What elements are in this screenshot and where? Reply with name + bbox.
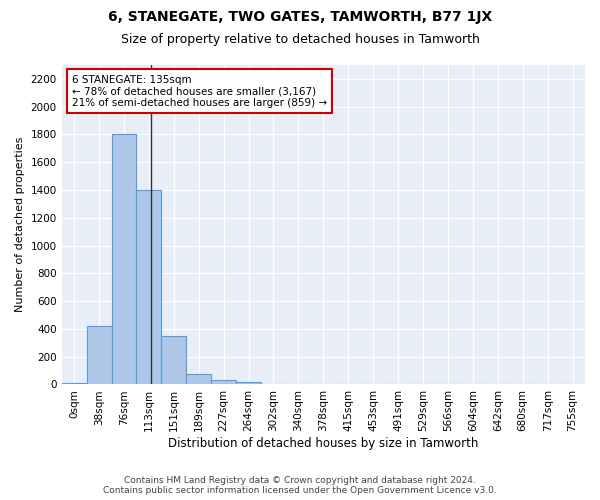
Bar [186,374,211,384]
Y-axis label: Number of detached properties: Number of detached properties [15,137,25,312]
Text: Contains HM Land Registry data © Crown copyright and database right 2024.
Contai: Contains HM Land Registry data © Crown c… [103,476,497,495]
Bar [86,326,112,384]
X-axis label: Distribution of detached houses by size in Tamworth: Distribution of detached houses by size … [168,437,479,450]
Bar [136,190,161,384]
Text: Size of property relative to detached houses in Tamworth: Size of property relative to detached ho… [121,32,479,46]
Bar [236,382,261,384]
Bar [112,134,136,384]
Bar [211,380,236,384]
Text: 6, STANEGATE, TWO GATES, TAMWORTH, B77 1JX: 6, STANEGATE, TWO GATES, TAMWORTH, B77 1… [108,10,492,24]
Text: 6 STANEGATE: 135sqm
← 78% of detached houses are smaller (3,167)
21% of semi-det: 6 STANEGATE: 135sqm ← 78% of detached ho… [72,74,327,108]
Bar [161,336,186,384]
Bar [62,383,86,384]
